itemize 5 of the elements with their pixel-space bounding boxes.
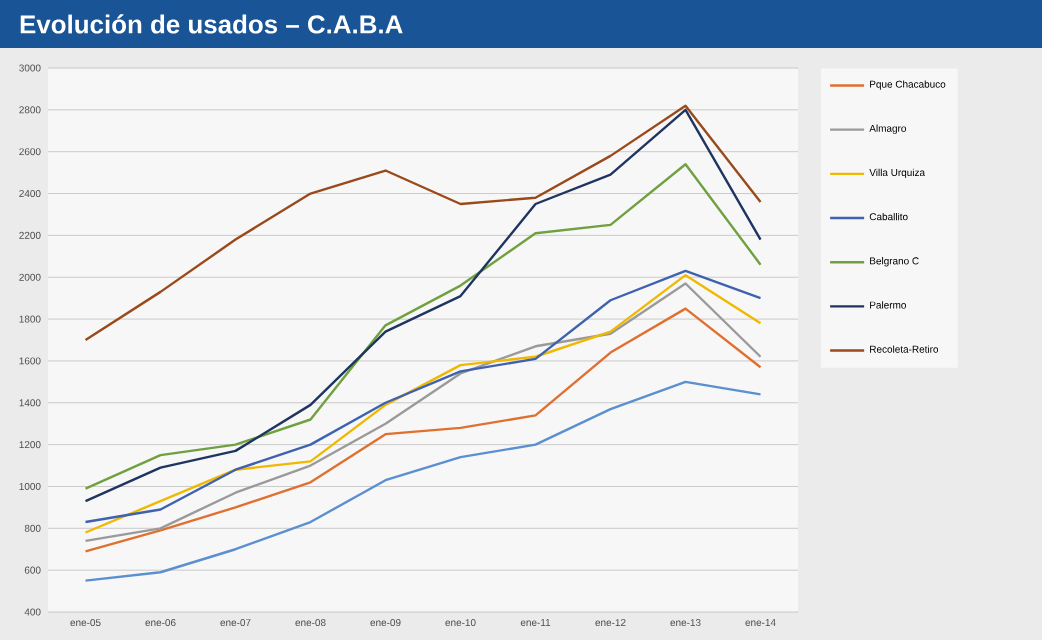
line-series (84, 108, 762, 503)
chart-title: Evolución de usados – C.A.B.A (20, 14, 403, 34)
line-series (84, 104, 762, 342)
line-series (84, 163, 762, 490)
line-series (84, 380, 762, 582)
